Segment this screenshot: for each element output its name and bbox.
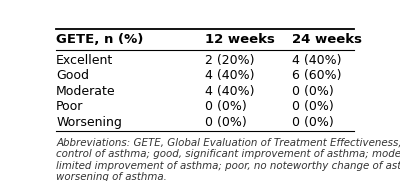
Text: Poor: Poor xyxy=(56,100,84,113)
Text: 2 (20%): 2 (20%) xyxy=(205,54,254,67)
Text: Moderate: Moderate xyxy=(56,85,116,98)
Text: 4 (40%): 4 (40%) xyxy=(205,69,254,82)
Text: 0 (0%): 0 (0%) xyxy=(292,100,334,113)
Text: GETE, n (%): GETE, n (%) xyxy=(56,33,144,46)
Text: Abbreviations: GETE, Global Evaluation of Treatment Effectiveness; Excellent, to: Abbreviations: GETE, Global Evaluation o… xyxy=(56,137,400,181)
Text: Good: Good xyxy=(56,69,89,82)
Text: 0 (0%): 0 (0%) xyxy=(292,85,334,98)
Text: 4 (40%): 4 (40%) xyxy=(205,85,254,98)
Text: Worsening: Worsening xyxy=(56,116,122,129)
Text: 0 (0%): 0 (0%) xyxy=(205,100,247,113)
Text: 0 (0%): 0 (0%) xyxy=(292,116,334,129)
Text: 0 (0%): 0 (0%) xyxy=(205,116,247,129)
Text: 24 weeks: 24 weeks xyxy=(292,33,362,46)
Text: 6 (60%): 6 (60%) xyxy=(292,69,341,82)
Text: 12 weeks: 12 weeks xyxy=(205,33,275,46)
Text: 4 (40%): 4 (40%) xyxy=(292,54,341,67)
Text: Excellent: Excellent xyxy=(56,54,114,67)
